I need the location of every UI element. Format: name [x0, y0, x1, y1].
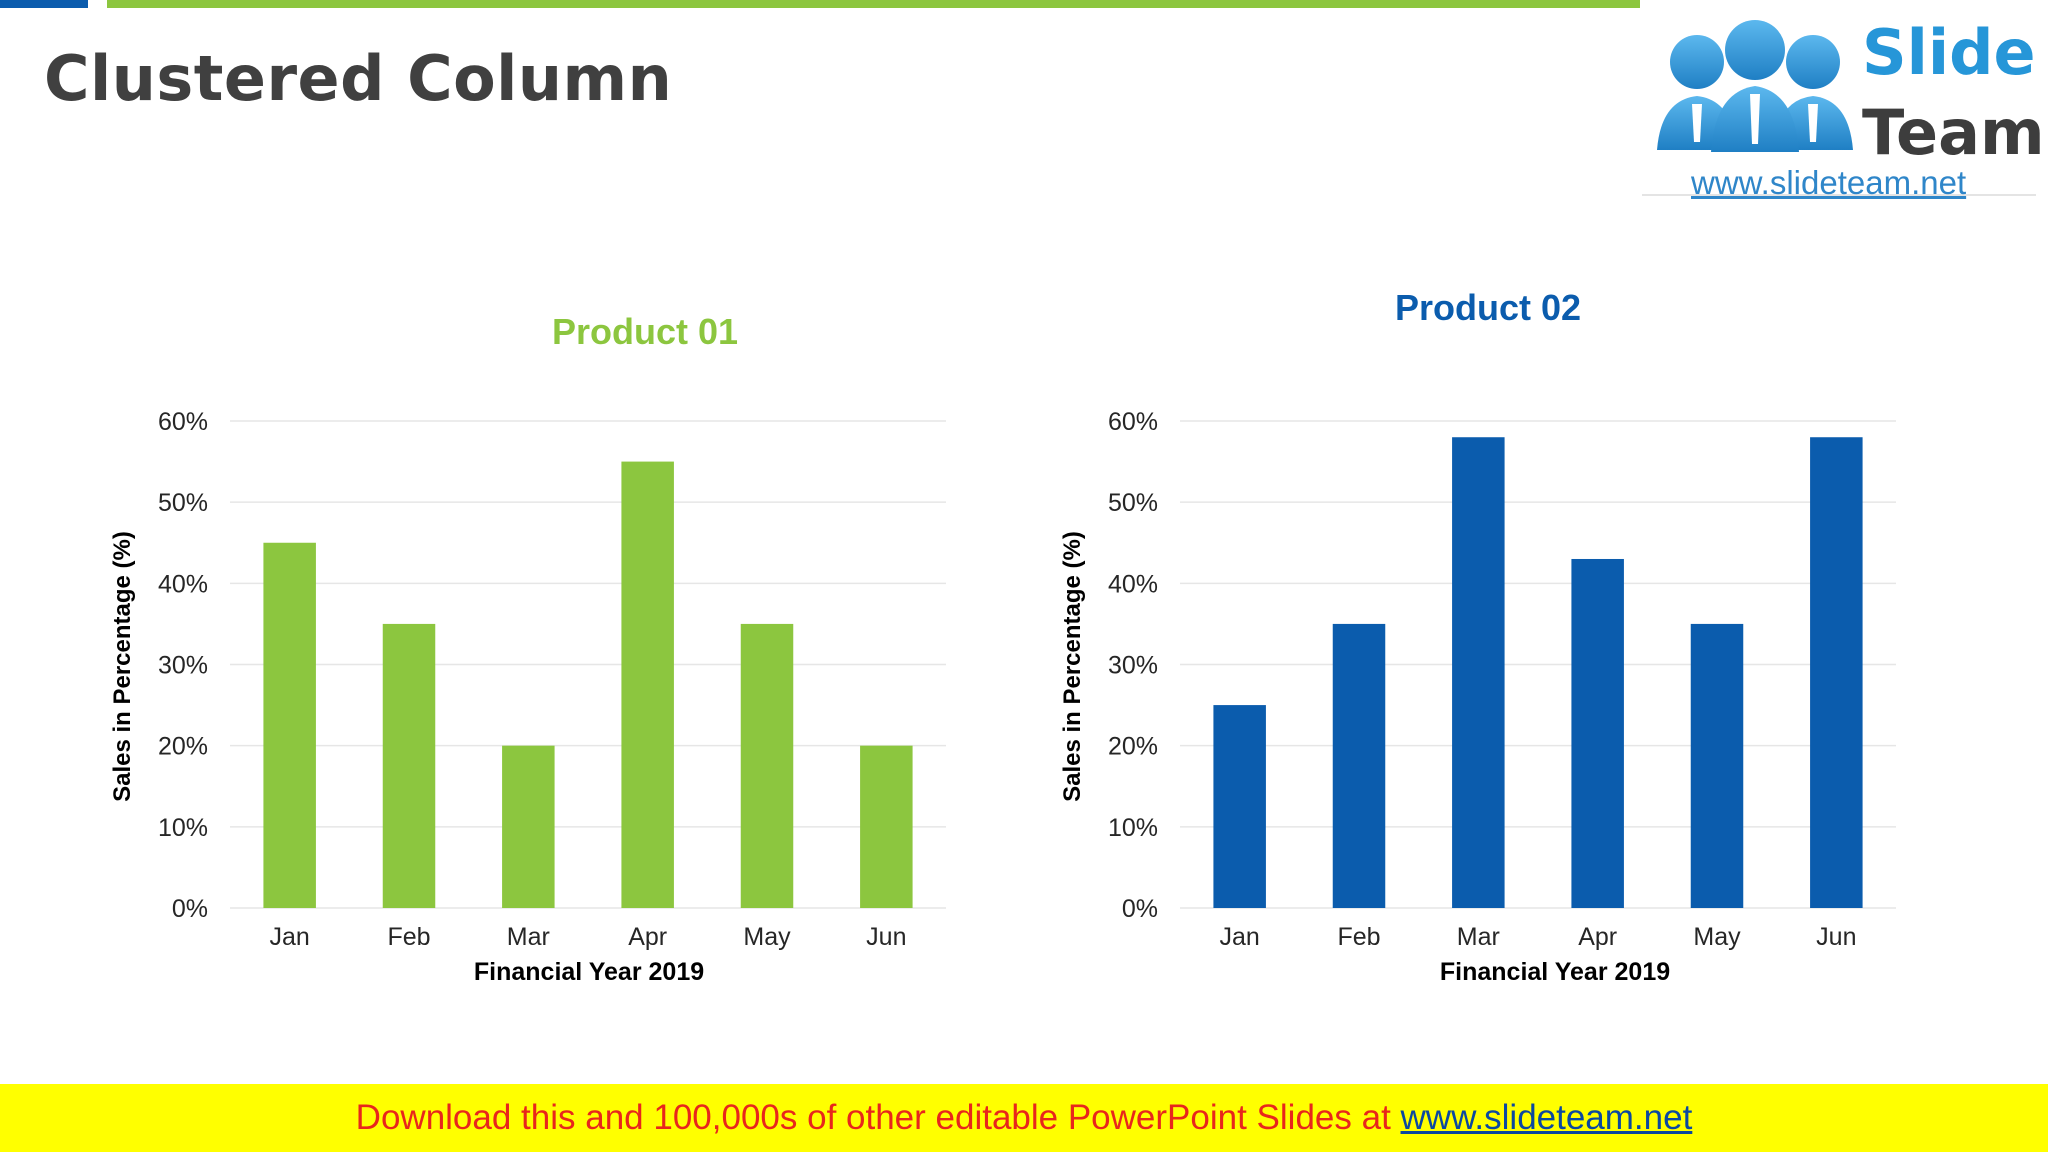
logo-word-slide: Slide: [1862, 16, 2036, 89]
product-01-y-tick-label: 20%: [158, 733, 208, 761]
product-02-bar-mar: [1452, 437, 1505, 908]
product-01-x-axis-label: Financial Year 2019: [474, 958, 704, 986]
product-02-y-tick-label: 60%: [1108, 408, 1158, 436]
product-02-chart-svg: 0% 10% 20% 30% 40% 50% 60% Jan Feb Mar Apr May Jun Pr…: [1059, 287, 1896, 986]
people-group-icon: [1657, 20, 1853, 152]
download-banner: Download this and 100,000s of other edit…: [0, 1084, 2048, 1152]
product-02-bar-jun: [1810, 437, 1863, 908]
product-01-bar-jan: [263, 542, 316, 908]
product-01-y-tick-label: 60%: [158, 408, 208, 436]
product-01-chart-title: Product 01: [552, 311, 738, 352]
product-02-y-tick-label: 40%: [1108, 570, 1158, 598]
product-02-x-tick-label: Mar: [1457, 923, 1500, 951]
product-02-chart: 0% 10% 20% 30% 40% 50% 60% Jan Feb Mar Apr May Jun Pr…: [1050, 287, 2030, 1010]
product-02-y-tick-label: 10%: [1108, 814, 1158, 842]
product-01-y-tick-label: 40%: [158, 570, 208, 598]
product-01-x-tick-label: Jun: [866, 923, 906, 951]
product-01-y-axis-label: Sales in Percentage (%): [109, 531, 136, 802]
product-01-x-tick-label: Mar: [507, 923, 550, 951]
product-02-bar-feb: [1332, 623, 1386, 908]
top-accent-bar-green: [107, 0, 1640, 8]
product-02-chart-title: Product 02: [1395, 287, 1581, 328]
product-01-bar-apr: [621, 461, 674, 908]
product-01-y-tick-label: 30%: [158, 652, 208, 680]
product-01-x-tick-label: Jan: [270, 923, 310, 951]
product-01-y-tick-label: 0%: [172, 895, 208, 923]
product-01-bar-feb: [382, 623, 436, 908]
product-01-bar-jun: [860, 745, 913, 908]
product-02-x-tick-label: Jun: [1816, 923, 1856, 951]
banner-link[interactable]: www.slideteam.net: [1400, 1098, 1693, 1137]
product-01-x-tick-label: Feb: [387, 923, 430, 951]
product-02-y-tick-label: 20%: [1108, 733, 1158, 761]
product-02-y-tick-label: 30%: [1108, 652, 1158, 680]
product-02-x-tick-label: May: [1693, 923, 1741, 951]
product-02-y-tick-label: 0%: [1122, 895, 1158, 923]
product-02-bar-apr: [1571, 558, 1624, 908]
banner-text: Download this and 100,000s of other edit…: [355, 1098, 1401, 1137]
top-accent-bar-blue: [0, 0, 88, 8]
product-01-y-tick-label: 10%: [158, 814, 208, 842]
product-01-bar-may: [740, 623, 794, 908]
product-01-x-tick-label: May: [743, 923, 791, 951]
product-01-y-tick-label: 50%: [158, 489, 208, 517]
product-01-x-tick-label: Apr: [628, 923, 667, 951]
product-02-x-tick-label: Jan: [1220, 923, 1260, 951]
product-02-x-tick-label: Apr: [1578, 923, 1617, 951]
product-02-x-tick-label: Feb: [1337, 923, 1380, 951]
product-02-y-axis-label: Sales in Percentage (%): [1059, 531, 1086, 802]
product-01-bar-mar: [502, 745, 555, 908]
product-02-y-tick-label: 50%: [1108, 489, 1158, 517]
product-02-bar-jan: [1213, 705, 1266, 908]
product-01-chart: 0% 10% 20% 30% 40% 50% 60% Jan Feb Mar Apr May Jun Pr…: [100, 290, 1080, 1010]
product-02-x-axis-label: Financial Year 2019: [1440, 958, 1670, 986]
product-02-bar-may: [1690, 623, 1744, 908]
logo-word-team: Team: [1862, 96, 2045, 169]
product-01-chart-svg: 0% 10% 20% 30% 40% 50% 60% Jan Feb Mar Apr May Jun Pr…: [109, 311, 946, 986]
logo-divider: [1642, 194, 2036, 196]
page-title: Clustered Column: [44, 42, 673, 115]
logo-url-link[interactable]: www.slideteam.net: [1691, 164, 1967, 201]
